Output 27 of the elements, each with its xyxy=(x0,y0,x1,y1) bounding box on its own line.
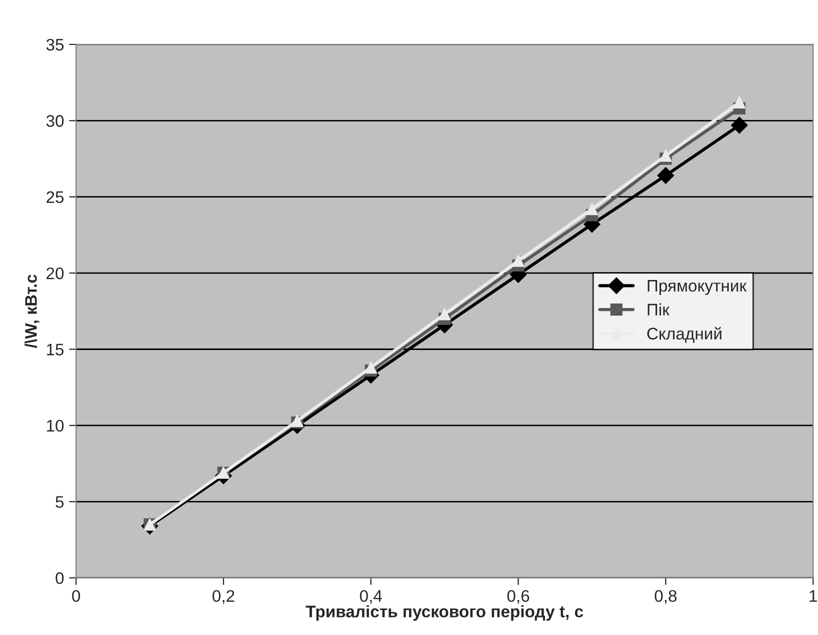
legend-label: Прямокутник xyxy=(648,280,747,295)
y-tick-label: 5 xyxy=(56,496,64,508)
point xyxy=(438,308,451,320)
point xyxy=(364,361,377,374)
point xyxy=(512,254,524,267)
legend-label: Складний xyxy=(647,327,722,343)
x-tick-label: 0 xyxy=(72,590,80,602)
y-tick-label: 25 xyxy=(46,191,64,204)
y-tick-label: 0 xyxy=(56,572,64,584)
point xyxy=(731,116,748,134)
x-tick-label: 0,4 xyxy=(360,590,382,604)
y-tick-label: 30 xyxy=(46,115,64,127)
y-tick-label: 15 xyxy=(47,344,64,356)
point xyxy=(733,96,746,108)
y-tick-label: 10 xyxy=(47,420,64,432)
legend-label: Пік xyxy=(648,303,670,316)
y-axis-title: /\W, кВт.с xyxy=(24,274,40,348)
x-tick-label: 0,2 xyxy=(212,590,234,604)
y-tick-label: 20 xyxy=(46,267,64,280)
point xyxy=(657,167,674,184)
x-tick-label: 0,8 xyxy=(654,590,677,604)
x-tick-label: 0,6 xyxy=(507,590,530,604)
x-tick-label: 1 xyxy=(810,590,817,602)
point xyxy=(660,150,672,162)
y-tick-label: 35 xyxy=(46,38,64,51)
x-axis-title: Тривалість пускового періоду t, с xyxy=(306,605,584,621)
point xyxy=(586,202,598,216)
